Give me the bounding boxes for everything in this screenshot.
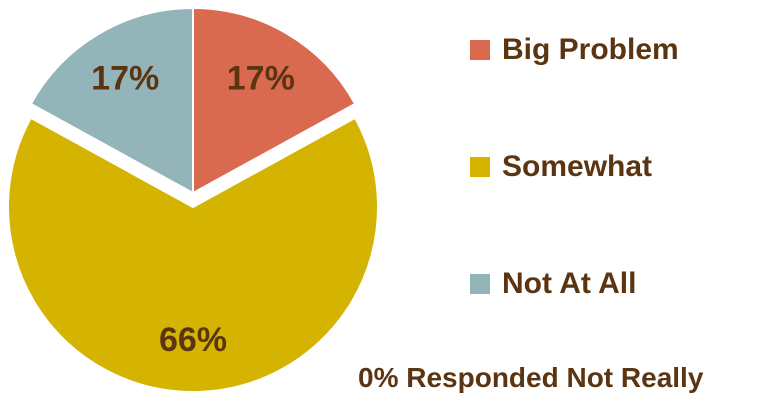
slice-label-big-problem: 17%: [227, 59, 295, 97]
pie-slice-not-at-all: [29, 6, 194, 195]
legend-swatch-not-at-all: [470, 274, 490, 294]
legend-label-not-at-all: Not At All: [502, 267, 637, 300]
pie-slice-big-problem: [192, 6, 357, 195]
legend-swatch-big-problem: [470, 40, 490, 60]
chart-annotation: 0% Responded Not Really: [358, 362, 704, 393]
slice-label-not-at-all: 17%: [91, 59, 159, 97]
legend-label-somewhat: Somewhat: [502, 150, 653, 183]
slice-label-somewhat: 66%: [159, 321, 227, 359]
legend-label-big-problem: Big Problem: [502, 33, 679, 66]
legend-item-big-problem: Big Problem: [470, 30, 679, 70]
pie-slice-somewhat: [7, 116, 379, 393]
legend-item-somewhat: Somewhat: [470, 147, 652, 187]
legend-item-not-at-all: Not At All: [470, 264, 636, 304]
legend-swatch-somewhat: [470, 157, 490, 177]
pie-chart: 17% 66% 17%: [7, 6, 379, 393]
